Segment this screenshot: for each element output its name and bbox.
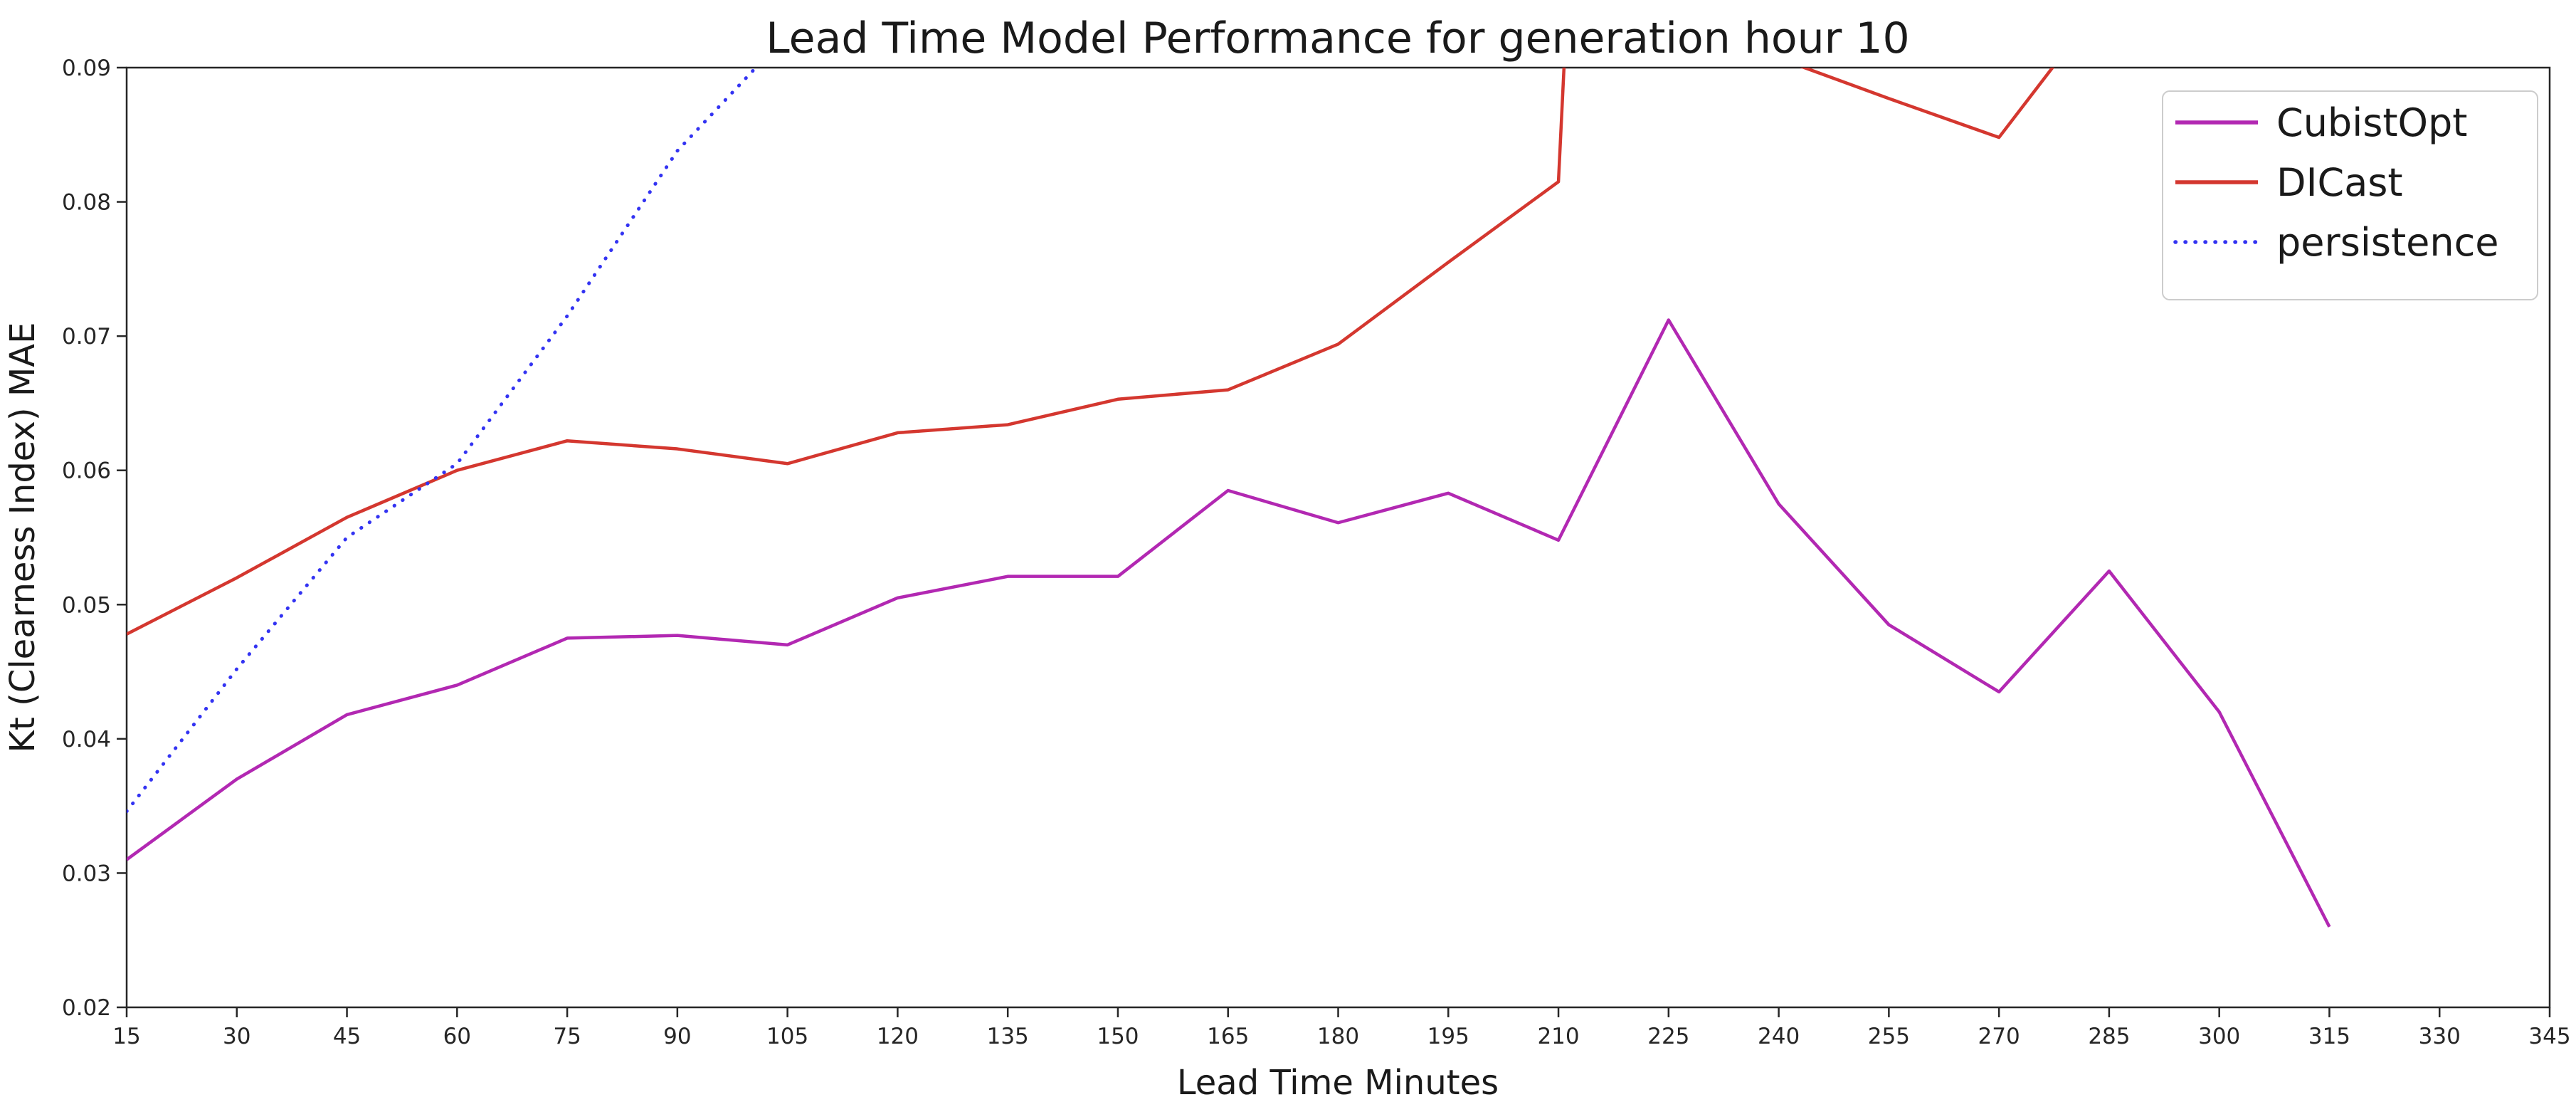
legend-label-dicast: DICast <box>2276 160 2403 205</box>
x-tick-label: 15 <box>112 1024 140 1049</box>
y-tick-label: 0.07 <box>62 324 111 350</box>
y-axis-label: Kt (Clearness Index) MAE <box>3 322 43 753</box>
legend-box <box>2162 90 2538 300</box>
x-axis-ticks: 15 30 45 60 75 90 105 120 135 150 165 180 195 210 225 2… <box>112 1007 2571 1049</box>
x-tick-label: 270 <box>1978 1024 2020 1049</box>
x-tick-label: 315 <box>2308 1024 2350 1049</box>
x-tick-label: 120 <box>877 1024 919 1049</box>
y-tick-label: 0.02 <box>62 995 111 1021</box>
series-line-dicast <box>127 68 2055 636</box>
x-tick-label: 75 <box>553 1024 581 1049</box>
y-tick-label: 0.06 <box>62 458 111 484</box>
x-axis-label: Lead Time Minutes <box>1177 1063 1499 1103</box>
y-tick-label: 0.05 <box>62 592 111 618</box>
series-line-cubistopt <box>127 318 2331 928</box>
x-tick-label: 195 <box>1427 1024 1469 1049</box>
series-lines <box>127 68 2331 928</box>
x-tick-label: 90 <box>663 1024 691 1049</box>
chart-title: Lead Time Model Performance for generati… <box>766 14 1909 63</box>
x-tick-label: 30 <box>223 1024 250 1049</box>
legend-label-cubistopt: CubistOpt <box>2276 100 2467 145</box>
x-tick-label: 60 <box>443 1024 471 1049</box>
x-tick-label: 165 <box>1207 1024 1249 1049</box>
x-tick-label: 285 <box>2088 1024 2130 1049</box>
x-tick-label: 105 <box>766 1024 808 1049</box>
y-tick-label: 0.08 <box>62 190 111 216</box>
x-tick-label: 345 <box>2528 1024 2570 1049</box>
series-line-persistence <box>127 68 759 814</box>
x-tick-label: 255 <box>1868 1024 1910 1049</box>
x-tick-label: 210 <box>1537 1024 1579 1049</box>
x-tick-label: 300 <box>2198 1024 2240 1049</box>
y-tick-label: 0.09 <box>62 56 111 81</box>
x-tick-label: 330 <box>2419 1024 2461 1049</box>
y-axis-ticks: 0.02 0.03 0.04 0.05 0.06 0.07 0.08 0.09 <box>62 56 127 1021</box>
y-tick-label: 0.03 <box>62 861 111 886</box>
y-tick-label: 0.04 <box>62 727 111 752</box>
legend-label-persistence: persistence <box>2276 220 2499 265</box>
x-tick-label: 45 <box>333 1024 361 1049</box>
x-tick-label: 150 <box>1097 1024 1139 1049</box>
x-tick-label: 180 <box>1317 1024 1359 1049</box>
x-tick-label: 240 <box>1758 1024 1800 1049</box>
x-tick-label: 225 <box>1647 1024 1689 1049</box>
x-tick-label: 135 <box>987 1024 1029 1049</box>
legend: CubistOpt DICast persistence <box>2162 90 2538 300</box>
